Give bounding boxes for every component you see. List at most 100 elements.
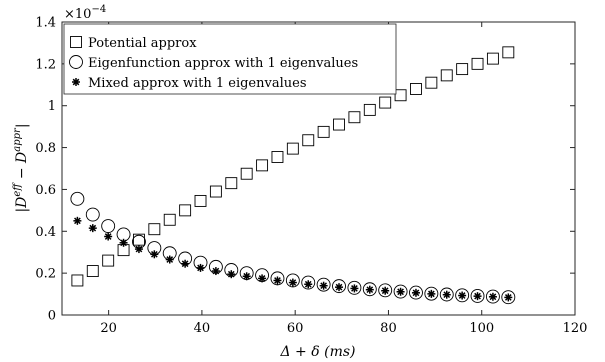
data-point-circle	[70, 191, 85, 206]
data-point-circle	[439, 287, 454, 302]
y-tick-label: 0.2	[35, 267, 56, 282]
legend-entry-potential: Potential approx	[88, 36, 197, 51]
data-point-circle	[470, 289, 485, 303]
x-tick-label: 120	[563, 321, 588, 336]
series-square	[71, 46, 515, 287]
data-point-asterisk	[381, 286, 390, 295]
data-point-square	[379, 96, 392, 109]
data-point-asterisk	[119, 238, 128, 247]
data-marks	[70, 46, 516, 305]
data-point-square	[240, 167, 253, 180]
data-point-asterisk	[273, 276, 282, 285]
y-tick-label: 1.2	[35, 57, 56, 72]
y-axis-label: |Deff − Dappr|	[12, 123, 30, 212]
data-point-asterisk	[288, 278, 297, 287]
data-point-circle	[301, 275, 316, 290]
y-tick-label: 0	[48, 309, 56, 324]
data-point-square	[102, 254, 115, 267]
data-point-asterisk	[427, 289, 436, 298]
x-tick-label: 60	[287, 321, 304, 336]
x-tick-label: 100	[469, 321, 494, 336]
x-tick-label: 20	[100, 321, 117, 336]
data-point-square	[317, 125, 330, 138]
plot-frame	[61, 21, 576, 316]
data-point-square	[163, 213, 176, 226]
data-point-asterisk	[411, 288, 420, 297]
axis-ticks: 20 40 60 80 100 120 0 0.2 0.4 0.6 0.8 1 1.2 1.4	[35, 16, 587, 337]
y-tick-label: 0.8	[35, 141, 56, 156]
data-point-circle	[332, 279, 346, 294]
data-point-circle	[285, 273, 300, 288]
data-point-asterisk	[488, 292, 497, 301]
data-point-square	[225, 177, 238, 190]
y-scale-exponent: −4	[91, 4, 106, 15]
data-point-asterisk	[227, 270, 236, 279]
legend-entry-mixed: Mixed approx with 1 eigenvalues	[88, 76, 307, 91]
data-point-square	[271, 151, 284, 163]
data-point-circle	[501, 290, 516, 305]
data-point-asterisk	[304, 280, 313, 289]
data-point-circle	[409, 285, 423, 300]
data-point-square	[71, 274, 84, 287]
data-point-asterisk	[104, 232, 113, 241]
data-point-square	[363, 103, 376, 116]
data-point-circle	[424, 286, 439, 301]
data-point-square	[333, 118, 345, 131]
data-point-circle	[362, 282, 377, 297]
data-point-asterisk	[504, 293, 513, 302]
y-tick-label: 0.6	[35, 183, 56, 198]
data-point-square	[440, 69, 453, 82]
data-point-circle	[316, 277, 331, 292]
data-point-square	[471, 57, 484, 70]
data-point-square	[209, 185, 222, 198]
legend-box	[63, 23, 397, 95]
data-point-asterisk	[442, 290, 451, 299]
data-point-circle	[85, 207, 100, 222]
data-point-asterisk	[165, 255, 174, 264]
data-point-square	[256, 159, 269, 172]
data-point-asterisk	[134, 245, 143, 254]
data-point-square	[456, 63, 469, 76]
legend-markers	[69, 36, 83, 86]
data-point-circle	[485, 289, 500, 304]
data-point-square	[486, 52, 499, 65]
data-point-asterisk	[473, 292, 482, 301]
data-point-square	[302, 134, 315, 147]
data-point-square	[348, 111, 361, 124]
data-point-asterisk	[319, 281, 328, 290]
y-tick-label: 1.4	[35, 16, 56, 31]
data-point-square	[194, 194, 207, 207]
data-point-asterisk	[350, 284, 359, 293]
data-point-square	[425, 76, 438, 89]
data-point-asterisk	[335, 283, 344, 292]
data-point-square	[148, 223, 161, 236]
data-point-circle	[455, 288, 470, 303]
data-point-square	[394, 89, 407, 102]
y-scale-label: ×10−4	[64, 4, 106, 22]
data-point-asterisk	[196, 263, 205, 272]
data-point-asterisk	[242, 272, 251, 281]
legend: Potential approx Eigenfunction approx wi…	[63, 23, 397, 95]
x-axis-label: Δ + δ (ms)	[279, 344, 355, 360]
legend-circle-marker	[69, 55, 83, 69]
data-point-square	[179, 204, 192, 217]
y-tick-label: 0.4	[35, 225, 56, 240]
data-point-square	[86, 265, 99, 277]
data-point-square	[286, 142, 299, 155]
data-point-circle	[393, 284, 408, 299]
data-point-circle	[347, 280, 362, 295]
data-point-asterisk	[211, 267, 220, 276]
data-point-circle	[378, 283, 393, 298]
data-point-asterisk	[365, 285, 374, 294]
data-point-asterisk	[258, 274, 267, 283]
x-tick-label: 80	[380, 321, 397, 336]
legend-entry-eigenfunction: Eigenfunction approx with 1 eigenvalues	[88, 56, 358, 71]
y-tick-label: 1	[48, 99, 56, 114]
data-point-asterisk	[458, 291, 467, 300]
legend-square-marker	[70, 36, 82, 48]
data-point-square	[410, 83, 422, 95]
data-point-asterisk	[73, 216, 82, 225]
legend-asterisk-marker	[72, 78, 80, 86]
data-point-square	[502, 46, 515, 59]
